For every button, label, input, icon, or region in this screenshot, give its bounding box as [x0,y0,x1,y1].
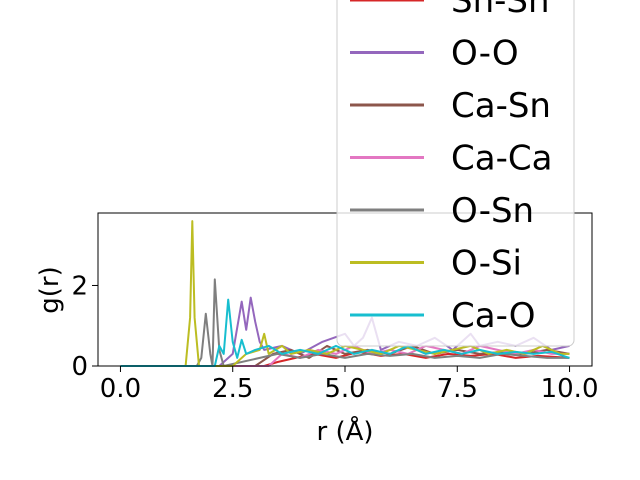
y-tick-label: 0 [71,352,88,382]
x-tick-label: 5.0 [324,374,365,404]
x-axis-ticks: 0.0 2.5 5.0 7.5 10.0 [100,366,599,404]
legend: Sn-Sn O-O Ca-Sn Ca-Ca O-Sn O-Si Ca-O [336,0,575,347]
legend-label-o-o: O-O [451,34,519,74]
legend-label-o-si: O-Si [451,244,522,284]
x-axis-label: r (Å) [316,415,373,447]
x-tick-label: 7.5 [437,374,478,404]
y-axis-label: g(r) [35,266,65,313]
legend-label-ca-ca: Ca-Ca [451,139,552,179]
plot-area [120,220,570,367]
y-axis-ticks: 02 [71,271,98,382]
legend-label-ca-o: Ca-O [451,296,536,336]
legend-label-sn-sn: Sn-Sn [451,0,550,21]
x-tick-label: 2.5 [212,374,253,404]
legend-label-o-sn: O-Sn [451,191,534,231]
legend-box [336,0,575,347]
x-tick-label: 10.0 [541,374,599,404]
y-tick-label: 2 [71,271,88,301]
legend-label-ca-sn: Ca-Sn [451,86,551,126]
x-tick-label: 0.0 [100,374,141,404]
series-line-ca-o [120,298,570,367]
